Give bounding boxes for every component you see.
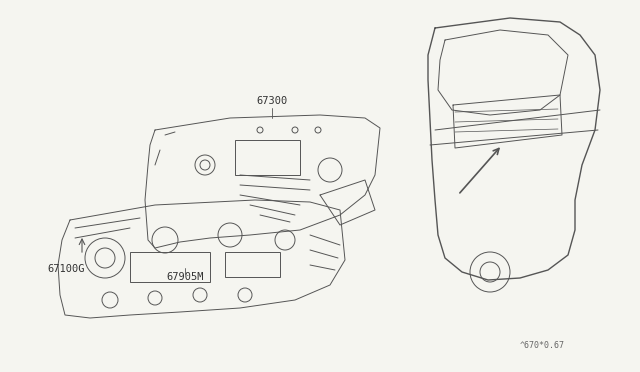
Text: ^670*0.67: ^670*0.67 (520, 341, 565, 350)
Text: 67905M: 67905M (166, 272, 204, 282)
Text: 67100G: 67100G (47, 264, 84, 274)
Text: 67300: 67300 (257, 96, 287, 106)
